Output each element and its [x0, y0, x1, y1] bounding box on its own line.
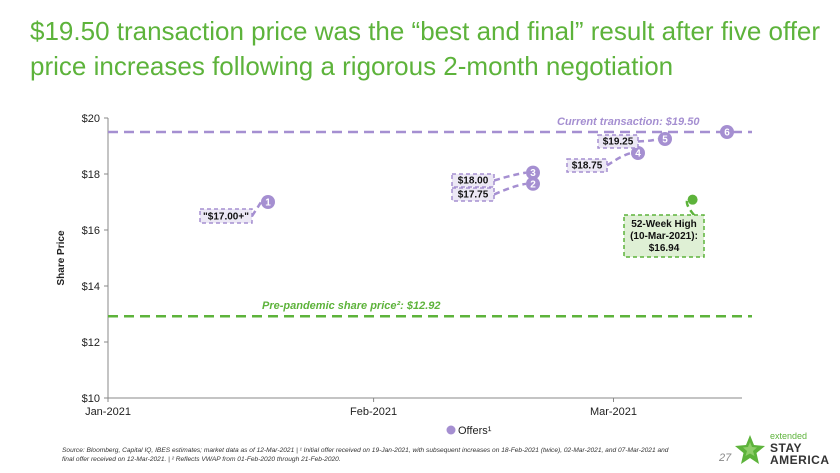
page-number: 27	[719, 452, 732, 464]
offer-label-box-3	[451, 173, 495, 188]
label-connectors	[250, 137, 695, 217]
offer-point-4	[631, 146, 645, 160]
slide-title-line-1: $19.50 transaction price was the “best a…	[30, 16, 821, 46]
offer-point-5	[658, 132, 672, 146]
company-logo: extended STAY AMERICA	[734, 430, 834, 470]
offer-connector-5	[637, 137, 659, 143]
current-transaction-label: Current transaction: $19.50	[557, 116, 700, 128]
offer-point-1	[261, 195, 275, 209]
y-tick-label: $18	[82, 169, 100, 181]
offer-labels: "$17.00+" $17.75 $18.00 $18.75 $19.25 52-Week…	[199, 134, 705, 258]
chart-axes: $10 $12 $14 $16 $18 $20 Jan-2021 Feb-2021 Mar-20…	[56, 113, 742, 418]
footnote-line-2: final offer received on 12-Mar-2021. | ²…	[62, 456, 341, 463]
offer-number-5: 5	[662, 135, 668, 146]
y-tick-label: $14	[82, 281, 100, 293]
logo-word-america: AMERICA	[770, 453, 830, 467]
chart-legend: Offers¹	[446, 425, 492, 437]
footnote-line-1: Source: Bloomberg, Capital IQ, IBES esti…	[62, 447, 669, 454]
high-point-marker	[687, 194, 698, 205]
offer-number-2: 2	[530, 179, 536, 190]
offer-label-box-5	[597, 134, 639, 149]
offer-connector-3	[493, 171, 527, 182]
offer-label-2: $17.75	[458, 190, 489, 201]
offer-label-box-4	[566, 158, 608, 173]
high-point-label-line-2: (10-Mar-2021):	[630, 231, 698, 242]
offer-point-6	[720, 125, 734, 139]
offer-number-3: 3	[530, 168, 536, 179]
y-tick-label: $16	[82, 225, 100, 237]
logo-word-stay: STAY	[770, 441, 803, 455]
offer-label-4: $18.75	[572, 161, 603, 172]
offer-number-1: 1	[265, 198, 271, 209]
y-tick-label: $20	[82, 113, 100, 125]
offer-point-3	[526, 165, 540, 180]
high-point-label-line-3: $16.94	[649, 243, 680, 254]
offer-connector-4	[606, 151, 632, 167]
high-point-label-box	[623, 214, 705, 258]
reference-lines: Current transaction: $19.50 Pre-pandemic …	[108, 116, 752, 318]
offer-point-2	[526, 176, 540, 191]
legend-marker-offers	[446, 425, 456, 435]
offer-number-4: 4	[635, 149, 641, 160]
offer-connector-1	[250, 201, 263, 217]
y-axis-title: Share Price	[56, 230, 67, 285]
offer-label-1: "$17.00+"	[203, 212, 249, 223]
logo-word-extended: extended	[770, 431, 808, 441]
high-point-label-line-1: 52-Week High	[631, 219, 696, 230]
slide-title-line-2: price increases following a rigorous 2-m…	[30, 51, 674, 81]
star-logo-icon	[735, 435, 765, 464]
offer-label-3: $18.00	[458, 176, 489, 187]
offer-label-box-1	[199, 208, 253, 224]
x-tick-label: Mar-2021	[590, 406, 637, 418]
y-tick-label: $12	[82, 337, 100, 349]
slide-title: $19.50 transaction price was the “best a…	[30, 14, 830, 84]
legend-label-offers: Offers¹	[458, 425, 492, 437]
x-tick-label: Jan-2021	[85, 406, 131, 418]
source-footnote: Source: Bloomberg, Capital IQ, IBES esti…	[62, 446, 742, 464]
high-point-connector	[685, 198, 695, 216]
pre-pandemic-label: Pre-pandemic share price²: $12.92	[262, 300, 441, 312]
offer-label-5: $19.25	[603, 137, 634, 148]
offer-connector-2	[493, 182, 527, 196]
offer-number-6: 6	[724, 128, 730, 139]
y-tick-label: $10	[82, 393, 100, 405]
offer-label-box-2	[451, 187, 495, 202]
x-tick-label: Feb-2021	[350, 406, 397, 418]
